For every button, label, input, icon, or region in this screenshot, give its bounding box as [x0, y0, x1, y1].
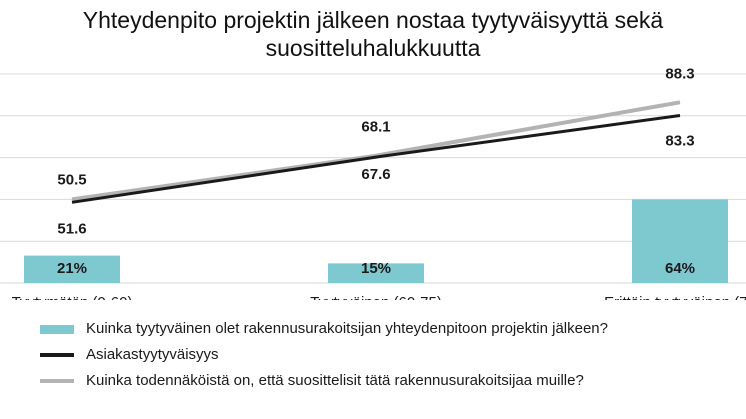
legend-label-recommend: Kuinka todennäköistä on, että suositteli…	[86, 372, 584, 389]
bar-label-3: 64%	[665, 260, 695, 277]
bar-label-2: 15%	[361, 260, 391, 277]
satisfaction-label-2: 67.6	[361, 166, 390, 183]
legend-item-recommend: Kuinka todennäköistä on, että suositteli…	[40, 368, 608, 394]
satisfaction-label-1: 50.5	[57, 171, 86, 188]
chart-plot: 21% 15% 64% 51.6 68.1 88.3 50.5 67.6 83.3 Tyytymä…	[0, 65, 746, 300]
legend-item-bar: Kuinka tyytyväinen olet rakennusurakoits…	[40, 316, 608, 342]
chart-title-line-1: Yhteydenpito projektin jälkeen nostaa ty…	[82, 7, 664, 33]
category-label-2: Tyytyväinen (60-75)	[310, 294, 442, 300]
bar-2	[328, 263, 424, 283]
recommendation-label-3: 88.3	[665, 65, 694, 82]
legend-swatch-bar	[40, 324, 74, 334]
legend-item-satisfaction: Asiakastyytyväisyys	[40, 342, 608, 368]
legend: Kuinka tyytyväinen olet rakennusurakoits…	[40, 316, 608, 394]
category-label-3: Erittäin tyytyväinen (75	[604, 294, 746, 300]
legend-label-satisfaction: Asiakastyytyväisyys	[86, 346, 219, 363]
legend-swatch-recommend	[40, 379, 74, 383]
bar-3	[632, 199, 728, 283]
chart-title: Yhteydenpito projektin jälkeen nostaa ty…	[0, 6, 746, 62]
category-label-1: Tyytymätön (0-60)	[12, 294, 133, 300]
recommendation-label-1: 51.6	[57, 220, 86, 237]
chart-title-line-2: suositteluhalukkuutta	[265, 35, 481, 61]
satisfaction-label-3: 83.3	[665, 133, 694, 150]
bar-label-1: 21%	[57, 260, 87, 277]
legend-swatch-satisfaction	[40, 353, 74, 357]
line-recommendation	[71, 100, 681, 202]
legend-label-bar: Kuinka tyytyväinen olet rakennusurakoits…	[86, 320, 608, 337]
line-satisfaction	[71, 114, 681, 204]
recommendation-label-2: 68.1	[361, 119, 390, 136]
bar-1	[24, 255, 120, 283]
